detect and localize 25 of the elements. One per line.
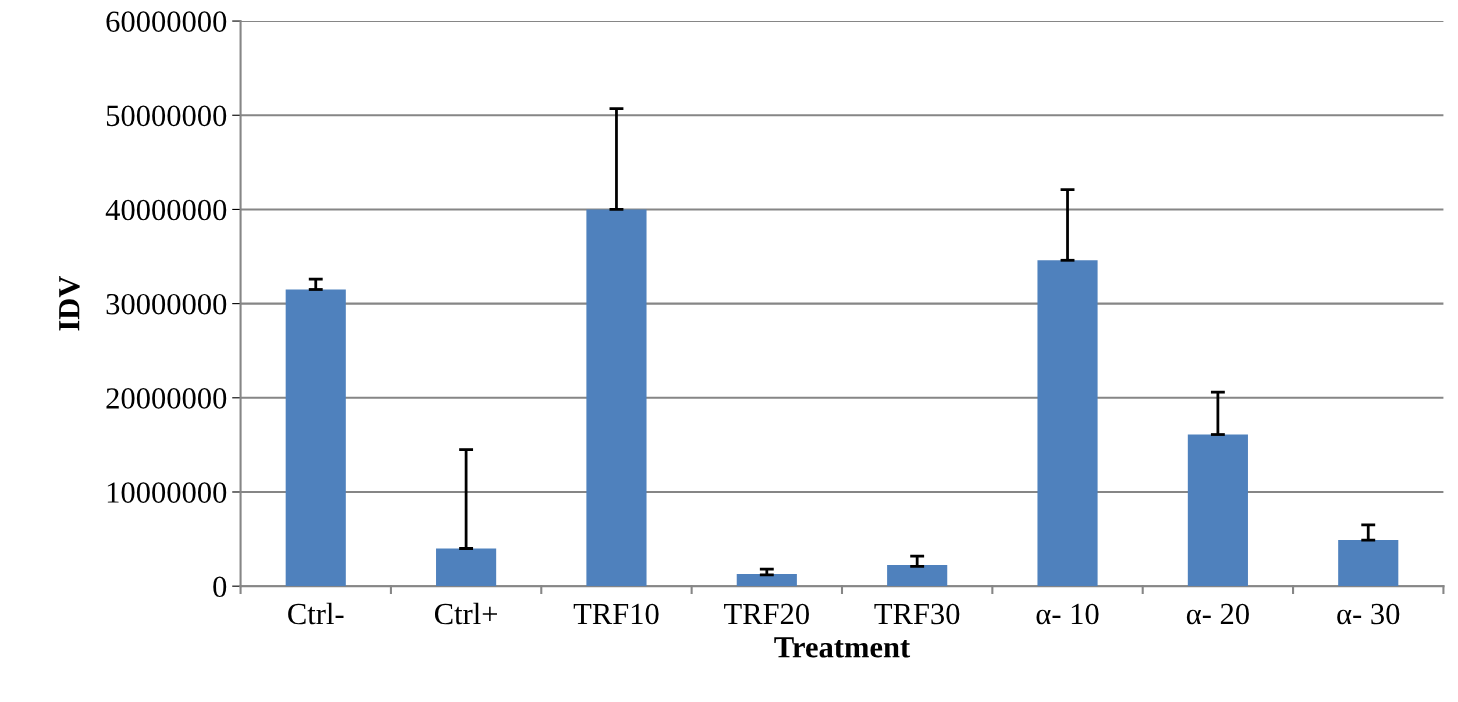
x-tick-label: TRF10	[573, 603, 659, 625]
y-tick-label: 0	[213, 576, 227, 598]
y-axis-title: IDV	[59, 275, 80, 331]
bar	[285, 289, 346, 587]
x-tick-label: TRF30	[874, 603, 960, 625]
x-tick-label: Ctrl+	[434, 602, 497, 625]
bar	[736, 573, 797, 587]
y-tick-label: 60000000	[106, 11, 227, 32]
x-tick-label: Ctrl-	[288, 602, 344, 625]
bar	[436, 548, 497, 587]
y-tick-label: 50000000	[106, 105, 227, 127]
y-tick-label: 10000000	[107, 482, 227, 503]
x-tick-label: α- 20	[1186, 603, 1249, 625]
bar	[1037, 260, 1098, 587]
x-tick-label: α- 30	[1337, 603, 1400, 625]
bar	[586, 209, 647, 587]
y-tick-label: 20000000	[106, 388, 227, 409]
bar	[1338, 540, 1399, 587]
y-tick-label: 30000000	[106, 293, 227, 315]
y-tick-label: 40000000	[105, 199, 227, 221]
x-axis-title: Treatment	[774, 637, 911, 658]
x-tick-label: TRF20	[724, 603, 809, 625]
bar	[1187, 434, 1248, 587]
x-tick-label: α- 10	[1036, 603, 1099, 625]
bar	[887, 564, 948, 587]
